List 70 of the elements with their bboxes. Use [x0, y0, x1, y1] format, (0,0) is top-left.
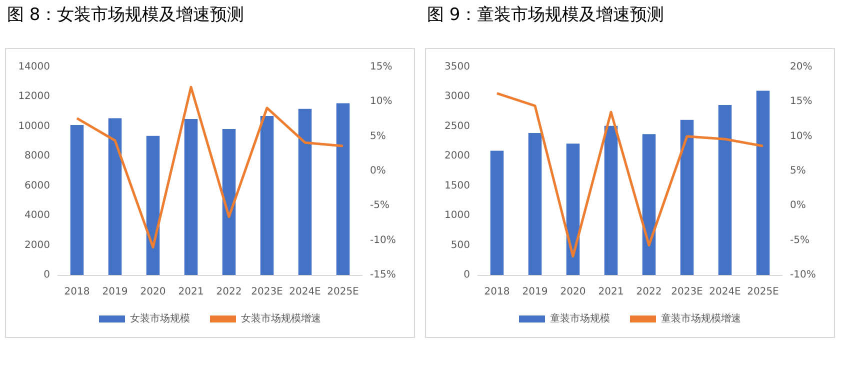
- y2-tick-label: -5%: [790, 234, 810, 246]
- y2-tick-label: -5%: [370, 200, 390, 212]
- y2-tick-label: 5%: [370, 130, 386, 142]
- y2-tick-label: 20%: [790, 62, 812, 72]
- y2-tick-label: -10%: [790, 270, 816, 280]
- bar: [528, 132, 542, 275]
- x-tick-label: 2020: [140, 286, 166, 298]
- y2-tick-label: 5%: [790, 166, 806, 176]
- y2-tick-label: 15%: [370, 62, 392, 72]
- x-tick-label: 2021: [598, 286, 624, 298]
- y-tick-label: 6000: [24, 180, 50, 192]
- y-tick-label: 0: [464, 270, 470, 280]
- bar: [298, 108, 312, 275]
- bar: [718, 105, 732, 275]
- line-series: [76, 86, 344, 249]
- bar: [146, 136, 160, 275]
- y-tick-label: 2000: [24, 240, 50, 251]
- bar: [336, 103, 350, 275]
- legend-label: 女装市场规模: [130, 312, 190, 324]
- x-tick-label: 2023E: [251, 286, 283, 298]
- chart-title: 图 8：女装市场规模及增速预测: [7, 4, 244, 26]
- x-tick-label: 2022: [216, 286, 242, 298]
- y-tick-label: 1500: [444, 180, 470, 192]
- x-tick-label: 2025E: [327, 286, 359, 298]
- bar: [70, 124, 84, 275]
- y-tick-label: 14000: [18, 62, 50, 72]
- y2-tick-label: 0%: [370, 166, 386, 176]
- legend-label: 童装市场规模: [550, 312, 610, 324]
- bar: [184, 119, 198, 275]
- chart-title: 图 9：童装市场规模及增速预测: [427, 4, 664, 26]
- bar: [222, 128, 236, 275]
- y-tick-label: 3000: [444, 91, 470, 102]
- y-tick-label: 1000: [444, 210, 470, 222]
- x-tick-label: 2019: [522, 286, 548, 298]
- x-tick-label: 2020: [560, 286, 586, 298]
- y-tick-label: 0: [44, 270, 50, 280]
- y2-tick-label: -15%: [370, 270, 396, 280]
- y2-tick-label: 10%: [790, 130, 812, 142]
- bar: [680, 120, 694, 275]
- bar: [490, 150, 504, 275]
- bar: [604, 126, 618, 275]
- y2-tick-label: 15%: [790, 96, 812, 108]
- y2-tick-label: 10%: [370, 96, 392, 108]
- y-tick-label: 3500: [444, 62, 470, 72]
- y-tick-label: 12000: [18, 91, 50, 102]
- bar: [260, 116, 274, 275]
- bar: [756, 90, 770, 275]
- bar: [108, 118, 122, 275]
- y-tick-label: 8000: [24, 150, 50, 162]
- y-tick-label: 10000: [18, 120, 50, 132]
- x-tick-label: 2019: [102, 286, 128, 298]
- y-tick-label: 2500: [444, 120, 470, 132]
- x-tick-label: 2024E: [289, 286, 321, 298]
- x-tick-label: 2023E: [671, 286, 703, 298]
- y2-tick-label: -10%: [370, 234, 396, 246]
- bar: [642, 134, 656, 275]
- y-tick-label: 4000: [24, 210, 50, 222]
- x-tick-label: 2022: [636, 286, 662, 298]
- x-tick-label: 2021: [178, 286, 204, 298]
- legend-label: 童装市场规模增速: [661, 312, 741, 324]
- x-tick-label: 2018: [64, 286, 90, 298]
- bar: [566, 144, 580, 275]
- line-series: [496, 92, 764, 258]
- x-tick-label: 2025E: [747, 286, 779, 298]
- y-tick-label: 500: [450, 240, 470, 251]
- x-tick-label: 2018: [484, 286, 510, 298]
- legend-label: 女装市场规模增速: [241, 312, 321, 324]
- x-tick-label: 2024E: [709, 286, 741, 298]
- y-tick-label: 2000: [444, 150, 470, 162]
- y2-tick-label: 0%: [790, 200, 806, 212]
